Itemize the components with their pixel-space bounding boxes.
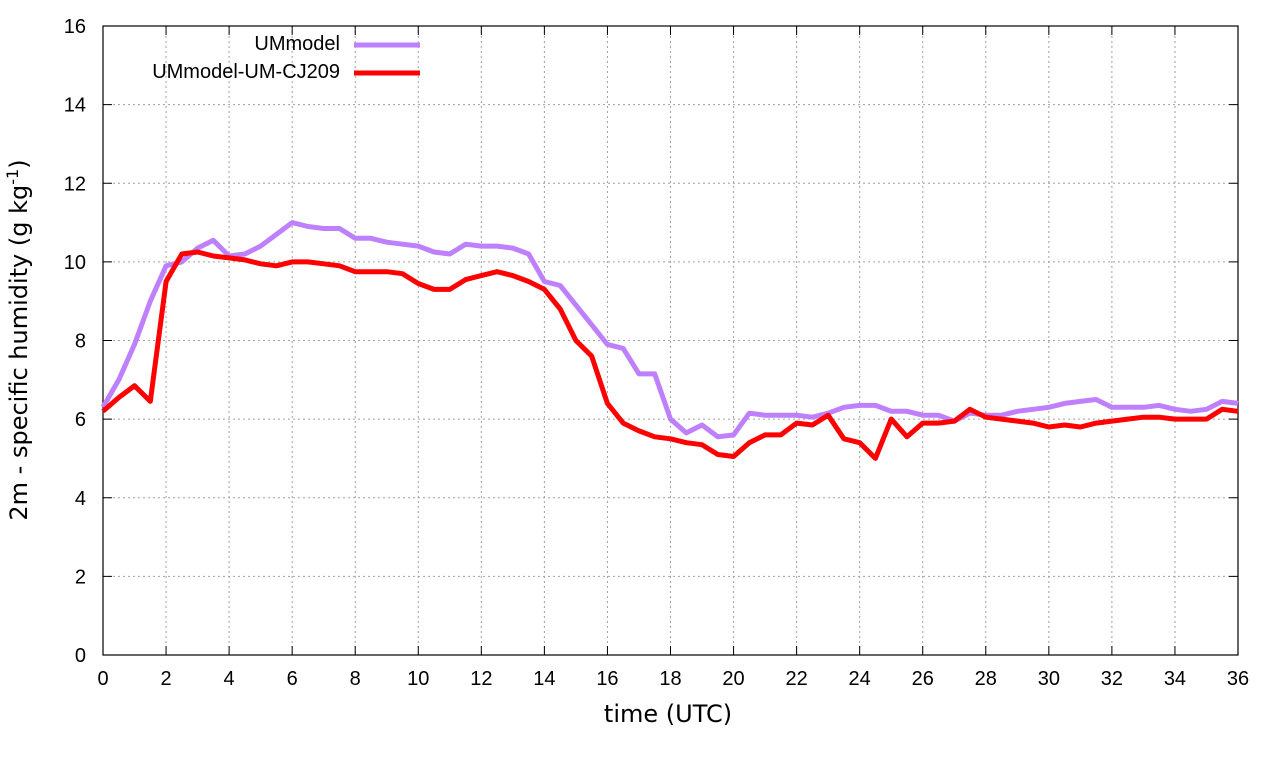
x-tick-label: 8 <box>350 668 361 690</box>
x-tick-label: 26 <box>912 668 934 690</box>
x-tick-label: 30 <box>1038 668 1060 690</box>
x-tick-label: 16 <box>596 668 618 690</box>
x-tick-label: 20 <box>722 668 744 690</box>
x-axis-title: time (UTC) <box>604 700 732 728</box>
series-group <box>100 220 1239 461</box>
y-tick-label: 12 <box>64 173 86 195</box>
x-tick-label: 4 <box>224 668 235 690</box>
y-tick-label: 10 <box>64 252 86 274</box>
y-tick-label: 2 <box>75 566 86 588</box>
x-tick-label: 24 <box>849 668 871 690</box>
legend-label-ummodel-um-cj209: UMmodel-UM-CJ209 <box>152 61 340 83</box>
y-axis-title-sup: -1 <box>3 169 22 185</box>
x-tick-label: 12 <box>470 668 492 690</box>
x-tick-label: 36 <box>1227 668 1249 690</box>
y-tick-label: 0 <box>75 645 86 667</box>
y-tick-label: 16 <box>64 16 86 38</box>
series-line-ummodel <box>100 220 1239 440</box>
series-line-ummodel-um-cj209 <box>101 249 1239 461</box>
x-tick-label: 18 <box>659 668 681 690</box>
x-tick-label: 2 <box>160 668 171 690</box>
grid-lines <box>103 26 1238 655</box>
y-axis-title: 2m - specific humidity (g kg-1) <box>3 159 33 520</box>
x-tick-label: 0 <box>97 668 108 690</box>
y-axis-title-close: ) <box>5 159 33 168</box>
x-tick-label: 34 <box>1164 668 1186 690</box>
x-tick-label: 10 <box>407 668 429 690</box>
y-tick-label: 14 <box>64 95 86 117</box>
y-tick-label: 6 <box>75 409 86 431</box>
x-tick-label: 22 <box>785 668 807 690</box>
x-tick-label: 6 <box>287 668 298 690</box>
x-tick-label: 32 <box>1101 668 1123 690</box>
x-tick-label: 14 <box>533 668 555 690</box>
x-tick-label: 28 <box>975 668 997 690</box>
legend-label-ummodel: UMmodel <box>254 33 340 55</box>
legend: UMmodel UMmodel-UM-CJ209 <box>152 33 420 83</box>
axis-ticks: 0 2 4 6 8 10 12 14 16 18 20 22 24 26 28 30 32 34 360246810… <box>64 16 1249 690</box>
y-axis-title-main: 2m - specific humidity (g kg <box>5 185 33 521</box>
y-tick-label: 4 <box>75 488 86 510</box>
y-tick-label: 8 <box>75 331 86 353</box>
